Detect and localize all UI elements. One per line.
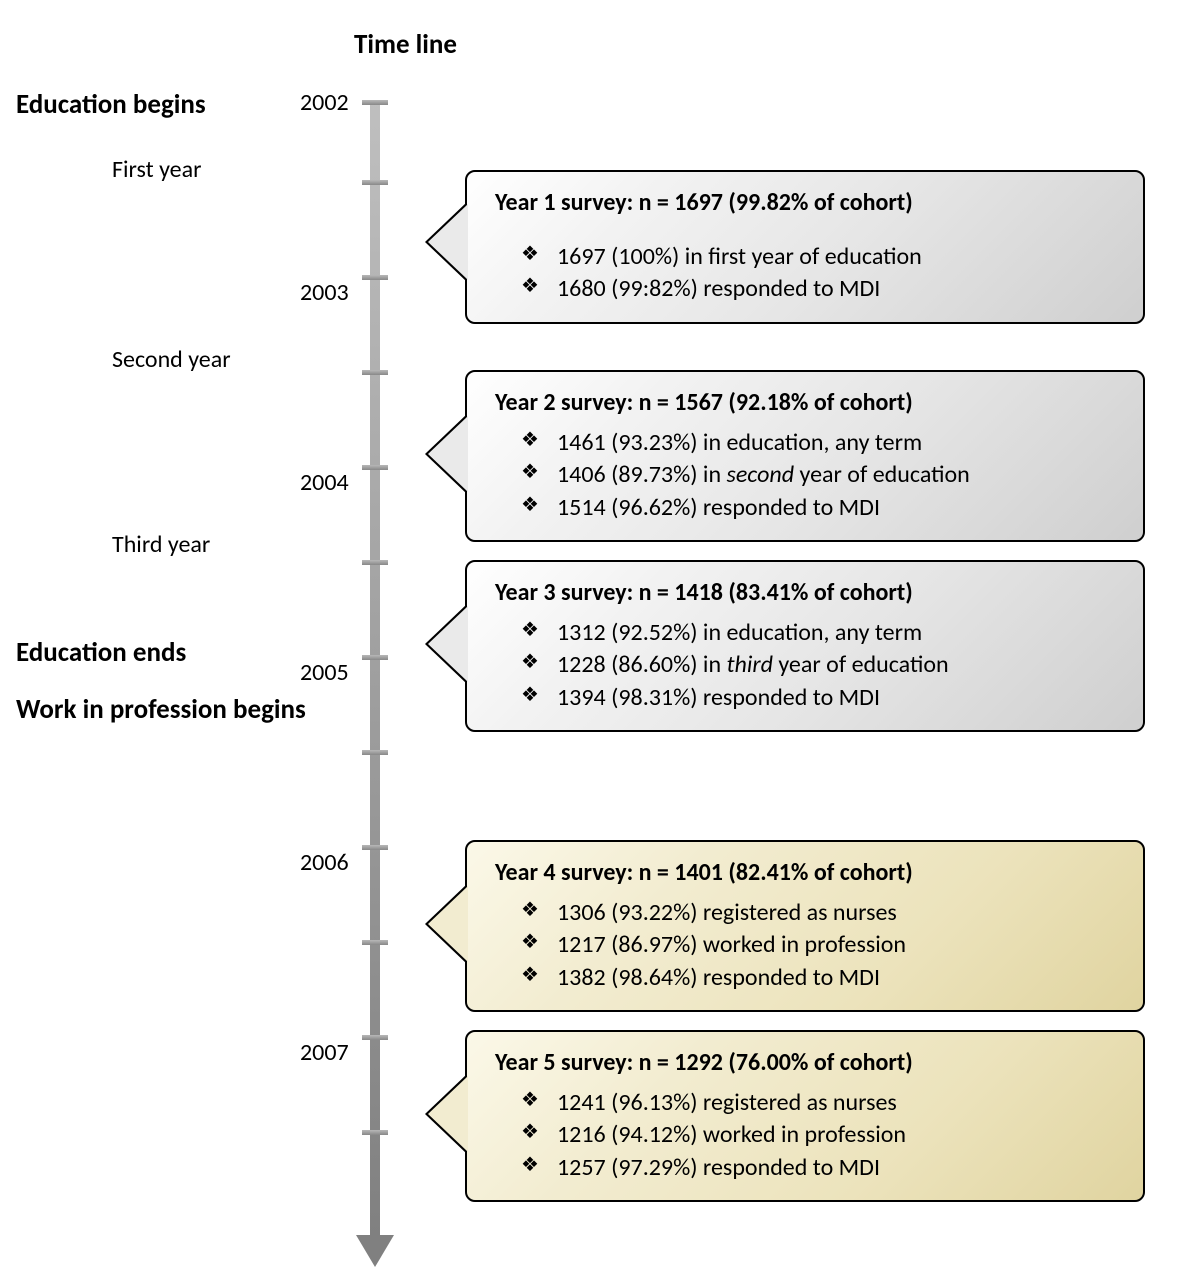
year-label: 2005 (300, 658, 349, 687)
italic-span: third (726, 650, 772, 679)
year-label: 2006 (300, 848, 349, 877)
survey-item: 1406 (89.73%) in second year of educatio… (521, 459, 1123, 491)
survey-pointer-fill-icon (428, 416, 468, 492)
timeline-tick (362, 465, 388, 470)
survey-item: 1217 (86.97%) worked in profession (521, 929, 1123, 961)
timeline-tick (362, 1035, 388, 1040)
survey-title: Year 4 survey: n = 1401 (82.41% of cohor… (495, 858, 1123, 887)
survey-item: 1306 (93.22%) registered as nurses (521, 897, 1123, 929)
timeline-axis (370, 100, 380, 1240)
survey-item: 1394 (98.31%) responded to MDI (521, 682, 1123, 714)
survey-title: Year 1 survey: n = 1697 (99.82% of cohor… (495, 188, 1123, 217)
timeline-tick (362, 845, 388, 850)
timeline-tick (362, 940, 388, 945)
year-label: 2004 (300, 468, 349, 497)
survey-pointer-fill-icon (428, 886, 468, 962)
milestone-label: Work in profession begins (16, 693, 306, 726)
survey-box-year1: Year 1 survey: n = 1697 (99.82% of cohor… (465, 170, 1145, 324)
timeline-title: Time line (354, 28, 457, 61)
survey-box-year3: Year 3 survey: n = 1418 (83.41% of cohor… (465, 560, 1145, 732)
year-label: 2003 (300, 278, 349, 307)
milestone-label: Education begins (16, 88, 206, 121)
survey-item: 1514 (96.62%) responded to MDI (521, 492, 1123, 524)
survey-title: Year 3 survey: n = 1418 (83.41% of cohor… (495, 578, 1123, 607)
phase-label: First year (112, 155, 201, 184)
year-label: 2007 (300, 1038, 349, 1067)
italic-span: second (726, 460, 794, 489)
survey-title: Year 5 survey: n = 1292 (76.00% of cohor… (495, 1048, 1123, 1077)
survey-item-list: 1241 (96.13%) registered as nurses1216 (… (495, 1087, 1123, 1184)
survey-pointer-fill-icon (428, 606, 468, 682)
survey-item-list: 1312 (92.52%) in education, any term1228… (495, 617, 1123, 714)
survey-item: 1680 (99:82%) responded to MDI (521, 273, 1123, 305)
milestone-label: Education ends (16, 636, 186, 669)
survey-item-list: 1697 (100%) in first year of education16… (495, 241, 1123, 306)
survey-pointer-fill-icon (428, 1076, 468, 1152)
timeline-tick (362, 1130, 388, 1135)
survey-box-year5: Year 5 survey: n = 1292 (76.00% of cohor… (465, 1030, 1145, 1202)
survey-item-list: 1461 (93.23%) in education, any term1406… (495, 427, 1123, 524)
survey-title: Year 2 survey: n = 1567 (92.18% of cohor… (495, 388, 1123, 417)
year-label: 2002 (300, 88, 349, 117)
survey-item: 1697 (100%) in first year of education (521, 241, 1123, 273)
timeline-diagram: Time line 2002 2003 2004 2005 2006 2007 Educa… (0, 0, 1200, 1285)
survey-item: 1312 (92.52%) in education, any term (521, 617, 1123, 649)
survey-pointer-fill-icon (428, 204, 468, 280)
phase-label: Third year (112, 530, 210, 559)
survey-item: 1257 (97.29%) responded to MDI (521, 1152, 1123, 1184)
survey-item: 1382 (98.64%) responded to MDI (521, 962, 1123, 994)
timeline-tick (362, 560, 388, 565)
timeline-tick (362, 275, 388, 280)
timeline-tick (362, 100, 388, 105)
timeline-arrowhead-icon (356, 1235, 394, 1267)
timeline-tick (362, 750, 388, 755)
timeline-tick (362, 180, 388, 185)
timeline-tick (362, 370, 388, 375)
survey-item: 1228 (86.60%) in third year of education (521, 649, 1123, 681)
survey-item-list: 1306 (93.22%) registered as nurses1217 (… (495, 897, 1123, 994)
survey-item: 1241 (96.13%) registered as nurses (521, 1087, 1123, 1119)
survey-box-year2: Year 2 survey: n = 1567 (92.18% of cohor… (465, 370, 1145, 542)
survey-item: 1216 (94.12%) worked in profession (521, 1119, 1123, 1151)
timeline-tick (362, 655, 388, 660)
survey-item: 1461 (93.23%) in education, any term (521, 427, 1123, 459)
survey-box-year4: Year 4 survey: n = 1401 (82.41% of cohor… (465, 840, 1145, 1012)
phase-label: Second year (112, 345, 231, 374)
